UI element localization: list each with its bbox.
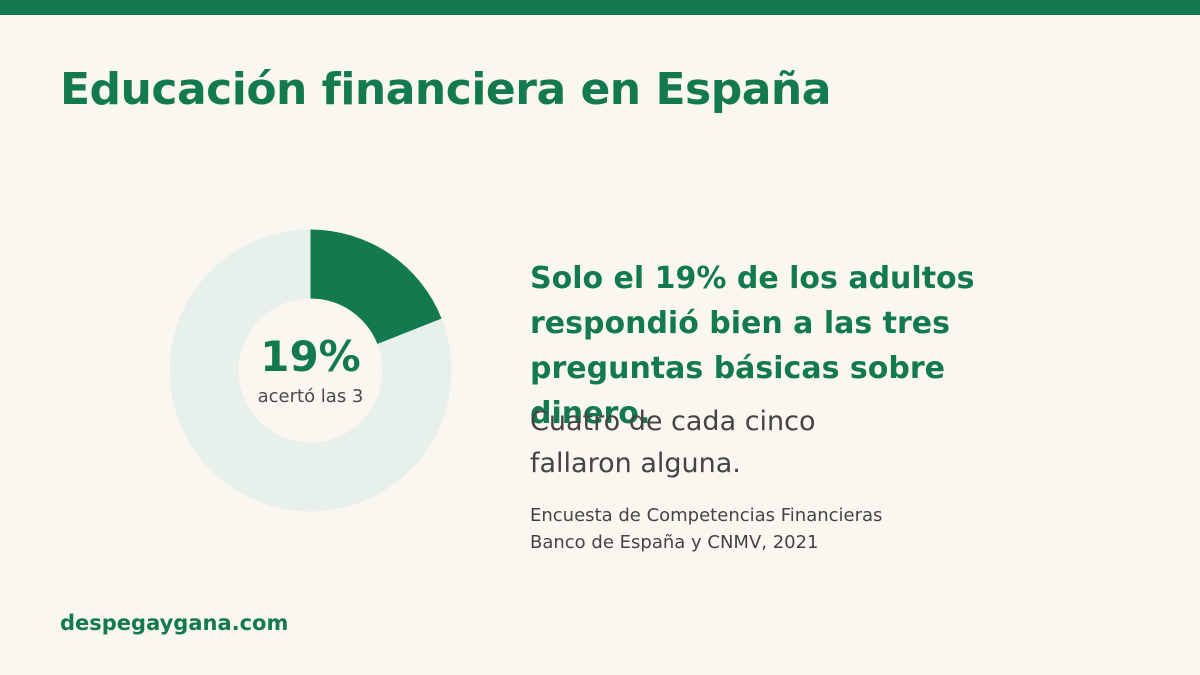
donut-chart: 19% acertó las 3 [168, 228, 453, 513]
source-line-1: Encuesta de Competencias Financieras [530, 505, 883, 526]
page-title: Educación financiera en España [60, 64, 831, 115]
source-line-2: Banco de España y CNMV, 2021 [530, 532, 819, 553]
donut-center-value: 19% [260, 332, 361, 381]
source-citation: Encuesta de Competencias Financieras Ban… [530, 502, 882, 556]
footer-site-url: despegaygana.com [60, 611, 289, 635]
headline-statement: Solo el 19% de los adultos respondió bie… [530, 261, 975, 431]
top-accent-bar [0, 0, 1200, 15]
supporting-text: Cuatro de cada cinco fallaron alguna. [530, 406, 816, 479]
donut-slice-remaining [169, 229, 452, 512]
donut-slice-correct [310, 229, 442, 344]
donut-center-label: acertó las 3 [257, 386, 364, 407]
